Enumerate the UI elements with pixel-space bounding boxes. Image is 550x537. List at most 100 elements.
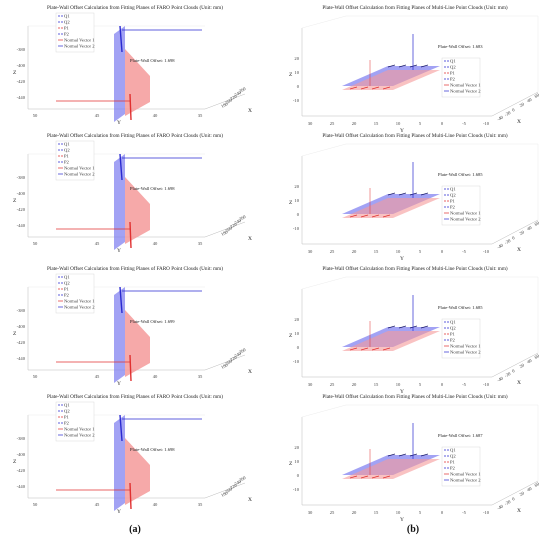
point-cloud-p bbox=[129, 482, 132, 510]
x-tick-label: 240 bbox=[234, 351, 243, 359]
legend-entry: Normal Vector 1 bbox=[64, 38, 95, 43]
scan-line-q bbox=[387, 325, 396, 329]
panel-title: Plate-Wall Offset Calculation from Fitti… bbox=[322, 393, 507, 400]
x-tick-label: 60 bbox=[534, 92, 541, 99]
y-tick-label: -5 bbox=[462, 510, 467, 515]
y-tick-label: 15 bbox=[374, 121, 379, 126]
legend-entry: Q2 bbox=[64, 281, 70, 286]
scan-line-p bbox=[349, 214, 358, 218]
z-tick-label: -400 bbox=[17, 191, 26, 196]
z-tick-label: 10 bbox=[294, 70, 299, 75]
x-tick-label: 220 bbox=[229, 354, 238, 362]
x-tick-label: 60 bbox=[534, 220, 541, 227]
legend-entry: Q2 bbox=[450, 454, 456, 459]
y-tick-label: 50 bbox=[33, 241, 38, 246]
legend-entry: P2 bbox=[64, 32, 70, 37]
y-tick-label: 45 bbox=[95, 113, 100, 118]
y-tick-label: 10 bbox=[396, 382, 401, 387]
y-tick-label: 10 bbox=[396, 510, 401, 515]
x-tick-label: 20 bbox=[519, 101, 526, 108]
z-tick-label: 10 bbox=[294, 331, 299, 336]
point-cloud-q bbox=[119, 286, 123, 314]
scan-line-p bbox=[371, 347, 380, 351]
legend-entry: Q1 bbox=[64, 14, 70, 19]
plane-p-red bbox=[125, 177, 150, 244]
y-tick-label: 25 bbox=[330, 510, 335, 515]
x-tick-label: 180 bbox=[220, 362, 229, 370]
y-tick-label: 30 bbox=[308, 249, 313, 254]
faro-panel-3: Plate-Wall Offset Calculation from Fitti… bbox=[13, 265, 252, 387]
offset-annotation: Plate-Wall Offset: 1.685 bbox=[438, 172, 483, 177]
x-axis-label: X bbox=[517, 508, 521, 514]
z-axis-label: Z bbox=[13, 70, 17, 76]
x-axis bbox=[204, 93, 246, 110]
point-cloud-p bbox=[129, 221, 132, 249]
legend-entry: Q1 bbox=[64, 403, 70, 408]
y-tick-label: 35 bbox=[198, 113, 203, 118]
y-tick-label: 35 bbox=[198, 241, 203, 246]
x-tick-label: 0 bbox=[511, 496, 516, 502]
legend-entry: Normal Vector 2 bbox=[450, 478, 481, 483]
y-tick-label: 35 bbox=[198, 502, 203, 507]
x-tick-label: -20 bbox=[504, 110, 512, 118]
y-tick-label: 25 bbox=[330, 249, 335, 254]
y-tick-label: 40 bbox=[153, 241, 158, 246]
y-tick-label: -5 bbox=[462, 121, 467, 126]
panel-title: Plate-Wall Offset Calculation from Fitti… bbox=[47, 132, 223, 139]
plane-q-blue bbox=[114, 26, 125, 122]
scan-line-q bbox=[387, 192, 396, 196]
legend-entry: P1 bbox=[450, 199, 456, 204]
x-tick-label: 200 bbox=[225, 225, 234, 233]
legend-entry: P2 bbox=[64, 293, 70, 298]
multiline-panel-1: Plate-Wall Offset Calculation from Fitti… bbox=[289, 4, 541, 134]
legend-entry: Q2 bbox=[64, 409, 70, 414]
y-tick-label: 0 bbox=[441, 382, 444, 387]
legend-entry: Normal Vector 2 bbox=[64, 433, 95, 438]
scan-line-p bbox=[371, 214, 380, 218]
z-tick-label: 0 bbox=[297, 84, 300, 89]
x-axis-label: X bbox=[517, 247, 521, 253]
x-tick-label: 20 bbox=[519, 490, 526, 497]
y-axis-label: Y bbox=[400, 517, 404, 523]
legend-entry: P1 bbox=[450, 71, 456, 76]
z-tick-label: -10 bbox=[293, 226, 300, 231]
legend-box bbox=[55, 273, 95, 314]
y-tick-label: 25 bbox=[330, 382, 335, 387]
x-tick-label: 200 bbox=[225, 486, 234, 494]
plane-q-blue bbox=[114, 154, 125, 250]
x-tick-label: 40 bbox=[526, 358, 533, 365]
x-axis bbox=[204, 482, 246, 499]
scan-line-q bbox=[409, 453, 418, 457]
legend-entry: Normal Vector 2 bbox=[64, 172, 95, 177]
scan-line-q bbox=[409, 64, 418, 68]
z-tick-label: -400 bbox=[17, 324, 26, 329]
y-tick-label: 0 bbox=[441, 121, 444, 126]
legend-entry: P1 bbox=[450, 332, 456, 337]
x-tick-label: 180 bbox=[220, 229, 229, 237]
z-axis-label: Z bbox=[13, 198, 17, 204]
x-tick-label: 260 bbox=[238, 475, 247, 483]
panel-title: Plate-Wall Offset Calculation from Fitti… bbox=[47, 393, 223, 400]
legend-box bbox=[441, 57, 481, 98]
x-tick-label: 60 bbox=[534, 353, 541, 360]
y-tick-label: 30 bbox=[308, 510, 313, 515]
x-axis-label: X bbox=[248, 108, 252, 114]
scan-line-p bbox=[371, 86, 380, 90]
panel-title: Plate-Wall Offset Calculation from Fitti… bbox=[322, 265, 507, 272]
z-tick-label: -380 bbox=[17, 175, 26, 180]
y-tick-label: 40 bbox=[153, 113, 158, 118]
offset-annotation: Plate-Wall Offset: 1.685 bbox=[438, 305, 483, 310]
scan-line-p bbox=[349, 86, 358, 90]
x-tick-label: 0 bbox=[511, 107, 516, 113]
y-tick-label: 35 bbox=[198, 374, 203, 379]
y-tick-label: 5 bbox=[419, 382, 422, 387]
multiline-panel-2: Plate-Wall Offset Calculation from Fitti… bbox=[289, 132, 541, 262]
y-tick-label: 40 bbox=[153, 502, 158, 507]
scan-line-p bbox=[360, 347, 369, 351]
y-axis-label: Y bbox=[400, 256, 404, 262]
z-tick-label: -400 bbox=[17, 452, 26, 457]
y-axis-label: Y bbox=[400, 128, 404, 134]
z-tick-label: -10 bbox=[293, 359, 300, 364]
legend-entry: Q2 bbox=[64, 148, 70, 153]
legend-entry: Normal Vector 2 bbox=[64, 305, 95, 310]
